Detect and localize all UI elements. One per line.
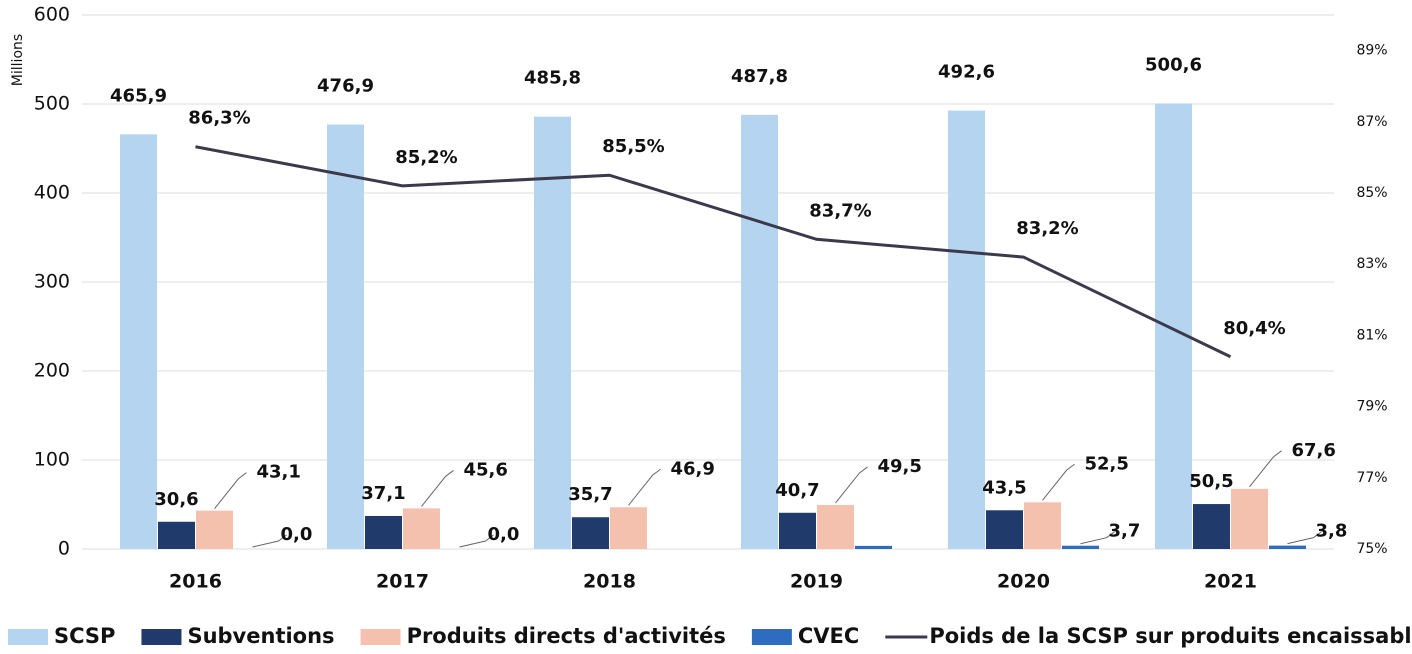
leader-line (421, 470, 454, 507)
data-label: 3,7 (1109, 521, 1141, 542)
y2-tick-label: 81% (1356, 327, 1387, 343)
legend-swatch (360, 629, 401, 645)
line-label: 80,4% (1223, 318, 1285, 339)
bar (365, 515, 402, 549)
bar (1062, 545, 1099, 549)
data-label: 0,0 (488, 524, 520, 545)
bar (741, 114, 778, 549)
line-label: 85,5% (602, 136, 664, 157)
data-label: 3,8 (1316, 521, 1348, 542)
legend-swatch (751, 629, 792, 645)
x-tick-label: 2019 (790, 571, 843, 593)
y-tick-label: 0 (58, 538, 70, 560)
data-label: 492,6 (938, 62, 995, 83)
bar (610, 507, 647, 549)
legend-label: CVEC (798, 624, 859, 648)
x-tick-label: 2016 (169, 571, 222, 593)
y2-tick-label: 75% (1356, 541, 1387, 557)
bar (120, 134, 157, 549)
data-label: 45,6 (464, 459, 508, 480)
y-tick-label: 100 (34, 449, 70, 471)
data-label: 37,1 (361, 483, 405, 504)
bar (1269, 545, 1306, 549)
leader-line (1080, 531, 1115, 545)
y2-tick-label: 79% (1356, 399, 1387, 415)
bar (572, 517, 609, 549)
y-tick-label: 200 (34, 360, 70, 382)
data-label: 35,7 (568, 484, 612, 505)
bar (1193, 504, 1230, 549)
legend-swatch (8, 629, 48, 645)
leader-line (835, 466, 868, 504)
leader-line (1042, 463, 1075, 501)
y2-tick-label: 87% (1356, 114, 1387, 130)
data-label: 485,8 (524, 68, 581, 89)
y2-tick-label: 85% (1356, 185, 1387, 201)
bar (817, 504, 854, 549)
data-label: 0,0 (281, 524, 313, 545)
leader-line (214, 472, 247, 509)
leader-line (1287, 531, 1322, 545)
data-label: 50,5 (1189, 471, 1233, 492)
data-label: 49,5 (878, 456, 922, 477)
legend-label: Produits directs d'activités (407, 624, 726, 648)
data-label: 500,6 (1145, 54, 1202, 75)
data-label: 40,7 (775, 480, 819, 501)
legend-label: Subventions (187, 624, 334, 648)
bar (196, 510, 233, 549)
data-label: 465,9 (110, 85, 167, 106)
bar (327, 124, 364, 550)
bar (855, 545, 892, 549)
data-label: 43,5 (982, 477, 1026, 498)
legend-label: SCSP (54, 624, 115, 648)
y-tick-label: 400 (34, 182, 70, 204)
bar (779, 512, 816, 549)
leader-line (1249, 450, 1282, 488)
data-label: 67,6 (1292, 440, 1336, 461)
x-tick-label: 2018 (583, 571, 636, 593)
leader-line (459, 534, 494, 548)
y-tick-label: 500 (34, 93, 70, 115)
data-label: 476,9 (317, 76, 374, 97)
y2-tick-label: 83% (1356, 256, 1387, 272)
line-label: 83,2% (1016, 218, 1078, 239)
line-label: 86,3% (188, 108, 250, 129)
data-label: 46,9 (671, 458, 715, 479)
y2-tick-label: 77% (1356, 470, 1387, 486)
x-tick-label: 2020 (997, 571, 1050, 593)
bar (1155, 103, 1192, 549)
line-label: 83,7% (809, 200, 871, 221)
bar (158, 521, 195, 549)
bar (948, 110, 985, 549)
line (195, 145, 1232, 359)
line-label: 85,2% (395, 147, 457, 168)
leader-line (252, 534, 287, 548)
legend-label: Poids de la SCSP sur produits encaissabl… (929, 624, 1412, 648)
y-tick-label: 300 (34, 271, 70, 293)
bar (1024, 502, 1061, 549)
data-label: 487,8 (731, 66, 788, 87)
y2-tick-label: 89% (1356, 43, 1387, 59)
x-tick-label: 2017 (376, 571, 429, 593)
y-axis-label: Millions (10, 34, 26, 86)
data-label: 52,5 (1085, 453, 1129, 474)
leader-line (628, 468, 661, 506)
data-label: 30,6 (154, 489, 198, 510)
bar (986, 510, 1023, 549)
x-tick-label: 2021 (1204, 571, 1257, 593)
y-tick-label: 600 (34, 4, 70, 26)
legend-swatch (141, 629, 182, 645)
bar (1231, 488, 1268, 549)
bar (403, 508, 440, 549)
bar (534, 116, 571, 549)
data-label: 43,1 (257, 462, 301, 483)
